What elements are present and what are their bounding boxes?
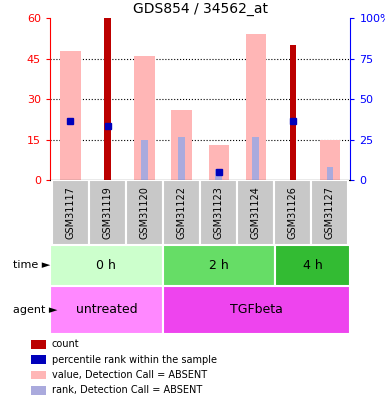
Bar	[171, 110, 192, 180]
Bar	[141, 140, 148, 180]
Text: agent ►: agent ►	[13, 305, 58, 315]
Bar	[215, 169, 222, 180]
Text: GSM31127: GSM31127	[325, 186, 335, 239]
Text: untreated: untreated	[75, 303, 137, 316]
Bar	[104, 18, 111, 180]
Bar	[163, 180, 200, 245]
Bar	[89, 180, 126, 245]
Text: TGFbeta: TGFbeta	[230, 303, 283, 316]
Text: 2 h: 2 h	[209, 259, 229, 272]
Bar	[163, 245, 275, 286]
Bar	[134, 56, 155, 180]
Text: GSM31117: GSM31117	[65, 186, 75, 239]
Text: 4 h: 4 h	[303, 259, 323, 272]
Text: value, Detection Call = ABSENT: value, Detection Call = ABSENT	[52, 370, 207, 380]
Bar	[209, 145, 229, 180]
Bar	[52, 180, 89, 245]
Bar	[311, 180, 348, 245]
Bar	[237, 180, 275, 245]
Bar	[320, 140, 340, 180]
Bar	[290, 45, 296, 180]
Bar	[246, 34, 266, 180]
Text: GSM31126: GSM31126	[288, 186, 298, 239]
Bar	[253, 137, 259, 180]
Text: 0 h: 0 h	[96, 259, 116, 272]
Bar	[50, 245, 163, 286]
Text: rank, Detection Call = ABSENT: rank, Detection Call = ABSENT	[52, 386, 202, 395]
Text: GSM31120: GSM31120	[140, 186, 150, 239]
Text: GSM31119: GSM31119	[102, 186, 112, 239]
Bar	[178, 137, 185, 180]
Bar	[275, 180, 311, 245]
Title: GDS854 / 34562_at: GDS854 / 34562_at	[133, 2, 268, 16]
Text: GSM31123: GSM31123	[214, 186, 224, 239]
Text: time ►: time ►	[13, 260, 51, 270]
Bar	[50, 286, 163, 334]
Bar	[163, 286, 350, 334]
Bar	[326, 167, 333, 180]
Text: GSM31122: GSM31122	[177, 186, 187, 239]
Bar	[275, 245, 350, 286]
Bar	[60, 51, 80, 180]
Text: GSM31124: GSM31124	[251, 186, 261, 239]
Bar	[126, 180, 163, 245]
Bar	[200, 180, 237, 245]
Text: percentile rank within the sample: percentile rank within the sample	[52, 355, 217, 364]
Text: count: count	[52, 339, 80, 349]
